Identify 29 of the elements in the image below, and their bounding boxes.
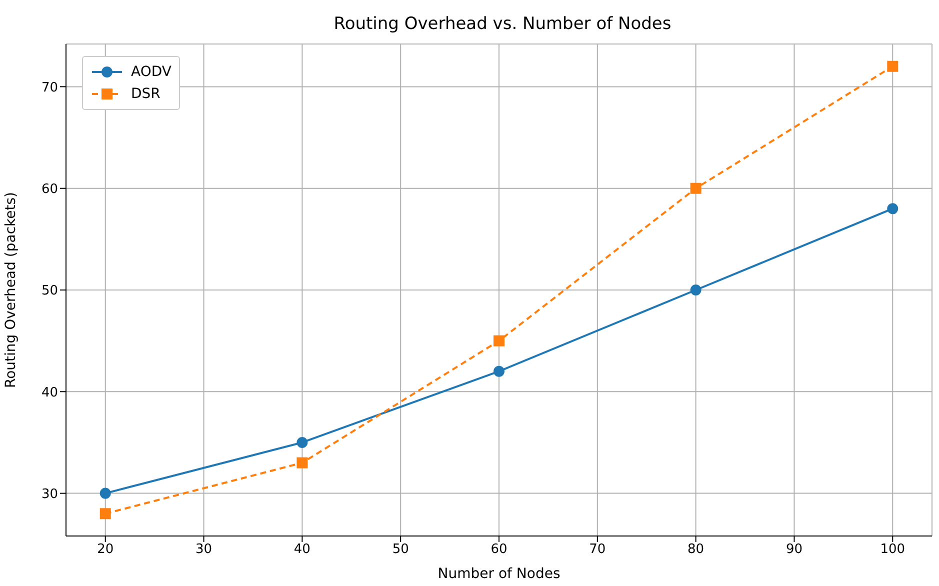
point <box>100 488 111 499</box>
y-axis-title: Routing Overhead (packets) <box>2 192 19 388</box>
y-tick-label: 60 <box>41 182 58 197</box>
x-tick-label: 40 <box>294 542 310 558</box>
point <box>296 436 308 448</box>
chart-title: Routing Overhead vs. Number of Nodes <box>332 14 672 34</box>
point <box>494 366 504 377</box>
legend-label: DSR <box>131 85 160 104</box>
y-tick-label: 50 <box>41 284 58 299</box>
x-tick-label: 80 <box>688 542 704 558</box>
point <box>296 457 308 468</box>
y-tick-label: 70 <box>41 80 58 96</box>
x-tick-label: 60 <box>490 542 508 558</box>
x-tick-label: 100 <box>880 542 906 558</box>
point <box>887 203 898 214</box>
x-tick-label: 50 <box>392 542 409 558</box>
point <box>100 508 111 520</box>
x-tick-label: 90 <box>786 542 802 558</box>
point <box>690 284 702 296</box>
y-tick-label: 40 <box>41 385 58 400</box>
x-tick-label: 70 <box>589 542 606 558</box>
legend-label: AODV <box>131 63 172 82</box>
point <box>887 60 898 72</box>
x-tick-label: 30 <box>196 542 212 558</box>
point <box>494 335 504 346</box>
x-tick-label: 20 <box>97 542 114 558</box>
y-tick-label: 30 <box>41 486 58 502</box>
x-axis-title: Number of Nodes <box>438 566 560 582</box>
point <box>690 182 702 194</box>
